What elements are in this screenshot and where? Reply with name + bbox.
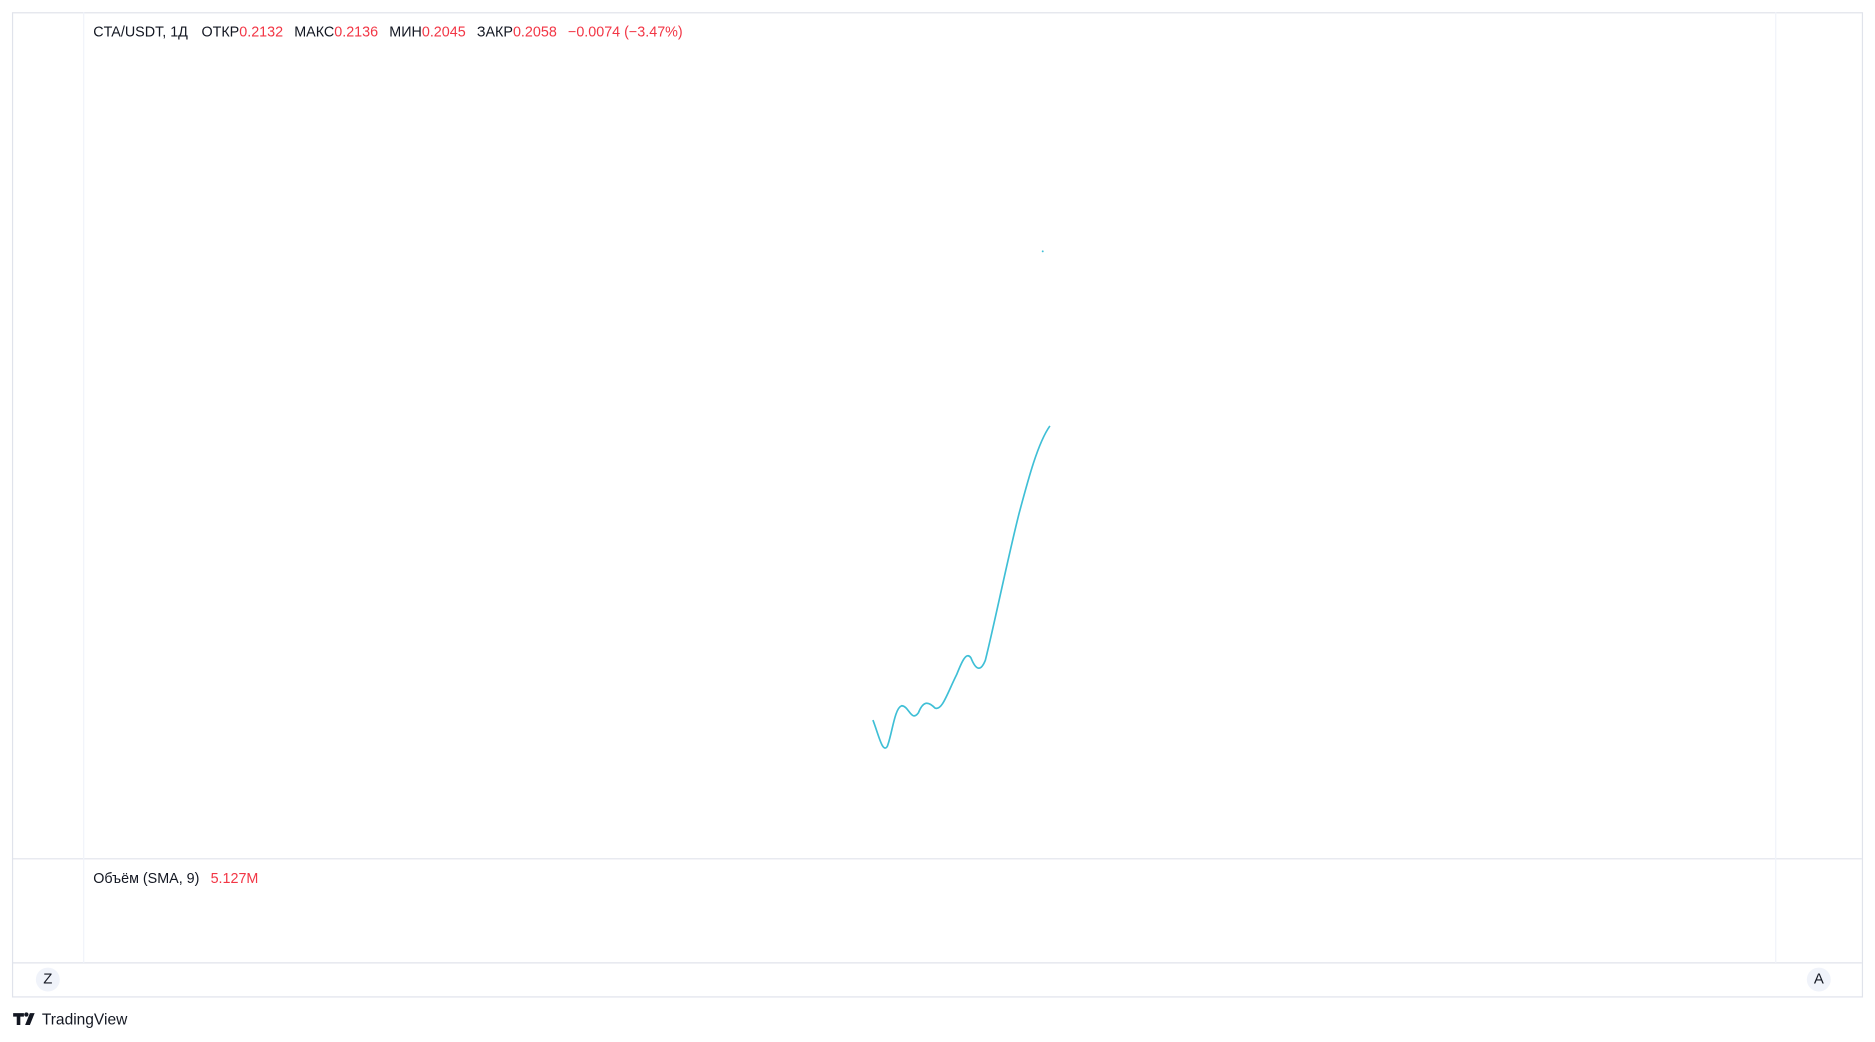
z-button-bg[interactable] <box>35 967 60 992</box>
high-label: МАКС <box>294 24 334 40</box>
low-value: 0.2045 <box>422 24 466 40</box>
frame <box>11 12 1864 998</box>
drawing-dot <box>1041 250 1044 253</box>
low-label: МИН <box>389 24 422 40</box>
a-button[interactable]: A <box>1814 971 1824 988</box>
volume-sma: 5.127M <box>211 871 259 887</box>
high-value: 0.2136 <box>334 24 378 40</box>
change-pct: (−3.47%) <box>624 24 683 40</box>
volume-legend: Объём (SMA, 9) 5.127M <box>93 871 258 887</box>
open-value: 0.2132 <box>239 24 283 40</box>
volume-title: Объём (SMA, 9) <box>93 871 199 887</box>
close-label: ЗАКР <box>477 24 513 40</box>
open-label: ОТКР <box>201 24 239 40</box>
close-value: 0.2058 <box>513 24 557 40</box>
brand-logo <box>13 1012 35 1026</box>
change: −0.0074 <box>568 24 620 40</box>
brand: TradingView <box>42 1011 128 1028</box>
projection-drawing <box>872 425 1051 749</box>
legend-header: CTA/USDT, 1Д ОТКР0.2132 МАКС0.2136 МИН0.… <box>93 24 682 40</box>
a-button-bg[interactable] <box>1806 967 1831 992</box>
symbol: CTA/USDT, 1Д <box>93 24 188 40</box>
z-button[interactable]: Z <box>43 971 52 988</box>
